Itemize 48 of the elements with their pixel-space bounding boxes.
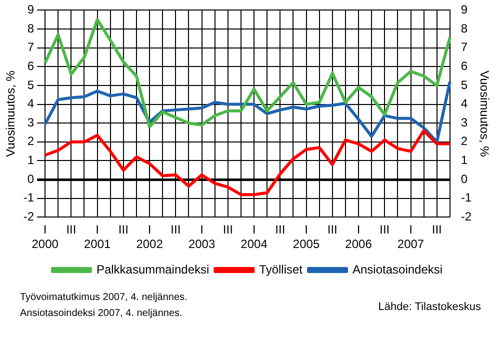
y-tick-label: 1 xyxy=(27,153,34,168)
y2-tick-label: 6 xyxy=(460,58,468,73)
legend-label: Palkkasummaindeksi xyxy=(96,262,210,276)
x-tick-label: III xyxy=(327,222,338,237)
y-tick-label: 9 xyxy=(27,2,34,17)
y2-tick-label: 7 xyxy=(460,40,468,54)
x-tick-label: III xyxy=(432,222,442,237)
text: Työvoimatutkimus 2007, 4. neljännes. xyxy=(20,291,188,305)
y-tick-label: 6 xyxy=(27,58,34,73)
y-tick-label: -1 xyxy=(23,190,34,205)
x-tick-label: III xyxy=(118,222,128,237)
x-tick-label: I 2004 xyxy=(240,222,268,252)
y-tick-label: 5 xyxy=(27,78,34,92)
y2-tick-label: -1 xyxy=(460,190,472,205)
text: Ansiotasoindeksi 2007, 4. neljännes. xyxy=(20,307,184,321)
x-tick-label: III xyxy=(66,222,76,237)
y2-tick-label: 4 xyxy=(460,96,468,111)
y-axis-title: Vuosimuutos, % xyxy=(4,70,18,157)
x-tick-label: III xyxy=(275,222,286,237)
x-tick-label: III xyxy=(222,222,233,237)
y-tick-label: 8 xyxy=(27,21,34,36)
x-tick-label: I 2006 xyxy=(345,222,372,252)
x-tick-label: I 2007 xyxy=(397,222,424,252)
y-tick-label: 0 xyxy=(27,172,34,186)
y-tick-label: -2 xyxy=(23,210,34,224)
y-tick-label: 3 xyxy=(27,115,34,130)
y2-tick-label: -2 xyxy=(460,210,472,224)
x-tick-label: III xyxy=(380,222,390,237)
y2-tick-label: 1 xyxy=(460,153,468,168)
text: Lähde: Tilastokeskus xyxy=(378,301,481,313)
y-tick-label: 4 xyxy=(27,96,34,111)
legend-label: Ansiotasoindeksi xyxy=(352,262,443,276)
y2-axis-title: Vuosimuutos, % xyxy=(477,70,492,158)
x-tick-label: I 2000 xyxy=(32,222,59,252)
y2-tick-label: 3 xyxy=(460,115,468,130)
y2-tick-label: 0 xyxy=(460,172,468,186)
y2-tick-label: 8 xyxy=(460,21,468,36)
y2-tick-label: 5 xyxy=(460,78,468,92)
legend-label: Työlliset xyxy=(259,262,304,276)
x-tick-label: III xyxy=(170,222,181,237)
y-tick-label: 7 xyxy=(27,40,34,54)
y2-tick-label: 9 xyxy=(460,2,468,17)
x-tick-label: I 2002 xyxy=(136,222,164,252)
y-tick-label: 2 xyxy=(27,134,34,148)
x-tick-label: I 2005 xyxy=(292,222,320,252)
y2-tick-label: 2 xyxy=(460,134,468,148)
x-tick-label: I 2003 xyxy=(188,222,216,252)
x-tick-label: I 2001 xyxy=(84,222,111,252)
